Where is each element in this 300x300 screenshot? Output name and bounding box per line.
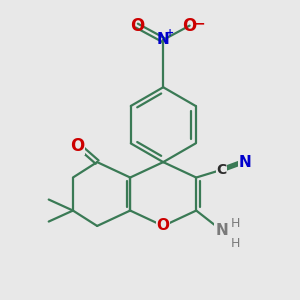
Text: O: O — [70, 136, 85, 154]
Text: H: H — [231, 217, 241, 230]
Text: N: N — [157, 32, 169, 47]
Text: O: O — [130, 16, 144, 34]
Text: N: N — [215, 223, 228, 238]
Text: O: O — [157, 218, 170, 233]
Text: −: − — [194, 16, 205, 30]
Text: C: C — [216, 163, 227, 177]
Text: O: O — [182, 16, 197, 34]
Text: H: H — [231, 237, 241, 250]
Text: +: + — [166, 28, 174, 38]
Text: N: N — [238, 154, 251, 169]
